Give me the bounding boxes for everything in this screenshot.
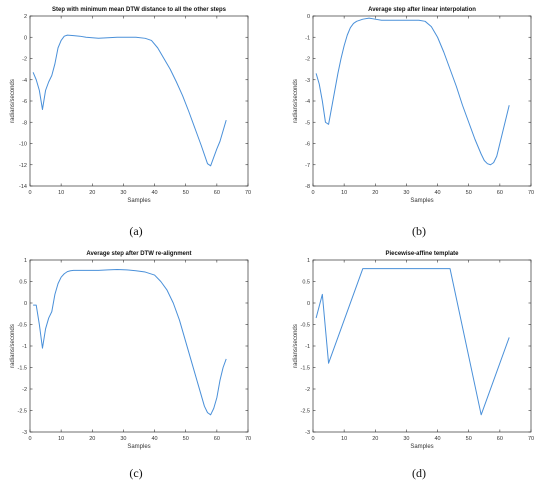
caption-b: (b) — [412, 224, 426, 238]
plot-area-frame — [312, 259, 532, 433]
x-tick-label: 50 — [183, 190, 189, 196]
y-tick-label: 0 — [307, 14, 310, 20]
chart-panel-2: Average step after linear interpolation 0… — [293, 7, 534, 204]
x-tick-label: 30 — [120, 436, 126, 442]
y-tick-label: -8 — [305, 184, 310, 190]
y-tick-label: -0.5 — [18, 323, 27, 329]
x-tick-label: 70 — [528, 190, 534, 196]
y-tick-label: -1.5 — [301, 366, 310, 372]
plot-area-frame — [29, 15, 249, 187]
y-axis-label: radians/seconds — [293, 324, 299, 368]
y-tick-label: 1 — [307, 258, 310, 264]
x-tick-label: 0 — [311, 190, 314, 196]
y-tick-label: 1 — [24, 258, 27, 264]
y-axis-label: radians/seconds — [10, 79, 16, 123]
y-tick-label: 0 — [24, 301, 27, 307]
series-line-1 — [33, 268, 227, 416]
chart-title: Step with minimum mean DTW distance to a… — [52, 7, 227, 13]
y-tick-label: -0.5 — [301, 323, 310, 329]
x-axis-label: Samples — [410, 444, 433, 450]
y-tick-label: 0.5 — [19, 280, 27, 286]
x-axis-label: Samples — [127, 198, 150, 204]
x-axis-label: Samples — [127, 444, 150, 450]
x-tick-label: 70 — [528, 436, 534, 442]
x-tick-label: 50 — [466, 190, 472, 196]
x-tick-label: 40 — [435, 190, 441, 196]
x-tick-label: 70 — [245, 190, 251, 196]
x-tick-label: 70 — [245, 436, 251, 442]
y-tick-label: -4 — [305, 99, 310, 105]
y-tick-label: -1 — [22, 344, 27, 350]
y-tick-label: -6 — [305, 142, 310, 148]
y-tick-label: -7 — [305, 163, 310, 169]
y-tick-label: -2 — [305, 57, 310, 63]
x-tick-label: 60 — [214, 436, 220, 442]
x-tick-label: 40 — [152, 436, 158, 442]
x-tick-label: 40 — [152, 190, 158, 196]
x-tick-label: 0 — [28, 190, 31, 196]
series-line-1 — [32, 34, 227, 167]
x-tick-label: 60 — [214, 190, 220, 196]
y-tick-label: -3 — [305, 78, 310, 84]
y-tick-label: -1 — [305, 35, 310, 41]
y-tick-label: -14 — [19, 184, 27, 190]
y-tick-label: -5 — [305, 120, 310, 126]
x-tick-label: 10 — [341, 436, 347, 442]
caption-a: (a) — [129, 224, 143, 238]
x-tick-label: 60 — [497, 190, 503, 196]
chart-title: Average step after DTW re-alignment — [86, 251, 191, 257]
x-tick-label: 10 — [58, 436, 64, 442]
y-tick-label: -3 — [22, 430, 27, 436]
x-tick-label: 60 — [497, 436, 503, 442]
x-tick-label: 30 — [403, 190, 409, 196]
x-tick-label: 50 — [183, 436, 189, 442]
plot-area-frame — [29, 259, 249, 433]
y-axis-label: radians/seconds — [10, 324, 16, 368]
y-tick-label: -12 — [19, 163, 27, 169]
x-tick-label: 30 — [403, 436, 409, 442]
x-tick-label: 40 — [435, 436, 441, 442]
x-tick-label: 20 — [372, 190, 378, 196]
x-tick-label: 20 — [89, 190, 95, 196]
chart-title: Piecewise-affine template — [385, 251, 459, 257]
y-tick-label: -2.5 — [18, 409, 27, 415]
x-tick-label: 10 — [58, 190, 64, 196]
chart-panel-1: Step with minimum mean DTW distance to a… — [10, 7, 251, 204]
x-tick-label: 50 — [466, 436, 472, 442]
caption-c: (c) — [129, 466, 143, 480]
x-tick-label: 10 — [341, 190, 347, 196]
caption-d: (d) — [412, 466, 426, 480]
series-line-1 — [315, 268, 510, 416]
y-tick-label: -1 — [305, 344, 310, 350]
y-tick-label: -2.5 — [301, 409, 310, 415]
x-tick-label: 20 — [372, 436, 378, 442]
y-tick-label: 0 — [24, 35, 27, 41]
y-tick-label: -2 — [22, 57, 27, 63]
y-tick-label: -6 — [22, 99, 27, 105]
y-tick-label: -2 — [22, 387, 27, 393]
y-tick-label: -3 — [305, 430, 310, 436]
y-tick-label: 0.5 — [302, 280, 310, 286]
y-tick-label: 2 — [24, 14, 27, 20]
x-axis-label: Samples — [410, 198, 433, 204]
x-tick-label: 0 — [28, 436, 31, 442]
x-tick-label: 0 — [311, 436, 314, 442]
x-tick-label: 20 — [89, 436, 95, 442]
y-tick-label: 0 — [307, 301, 310, 307]
x-tick-label: 30 — [120, 190, 126, 196]
y-tick-label: -8 — [22, 120, 27, 126]
chart-title: Average step after linear interpolation — [368, 7, 476, 13]
y-axis-label: radians/seconds — [293, 79, 299, 123]
series-line-1 — [315, 17, 510, 166]
y-tick-label: -4 — [22, 78, 27, 84]
y-tick-label: -2 — [305, 387, 310, 393]
y-tick-label: -10 — [19, 142, 27, 148]
y-tick-label: -1.5 — [18, 366, 27, 372]
